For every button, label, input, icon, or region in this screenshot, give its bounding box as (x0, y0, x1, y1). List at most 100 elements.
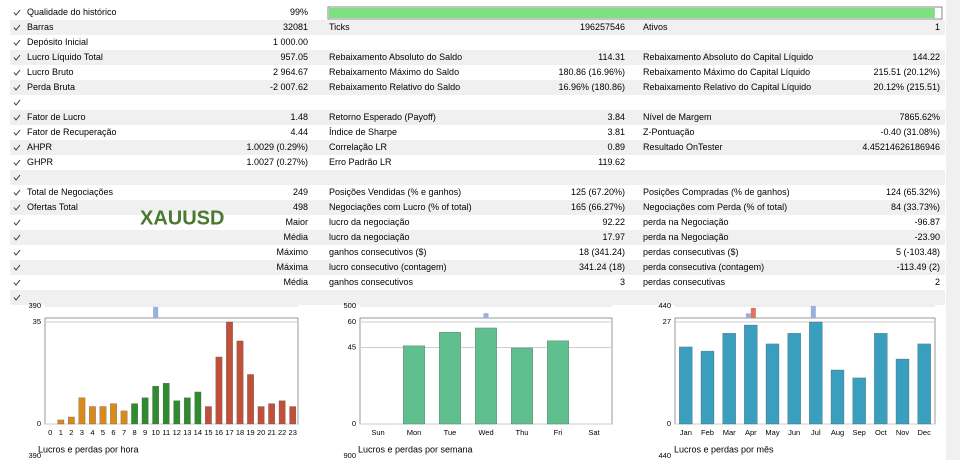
x-tick-label: Jul (811, 428, 821, 437)
field-label: Total de Negociações (27, 187, 114, 197)
row-background (10, 200, 945, 215)
bar (679, 346, 693, 425)
bar (120, 410, 128, 425)
field-value: Máximo (276, 247, 308, 257)
x-tick-label: 13 (183, 428, 191, 437)
x-tick-label: Sat (588, 428, 600, 437)
field-label: Posições Vendidas (% e ganhos) (329, 187, 461, 197)
check-icon (13, 54, 21, 61)
x-tick-label: 16 (215, 428, 223, 437)
top-bar (745, 313, 751, 318)
field-label: Resultado OnTester (643, 142, 723, 152)
field-label: Erro Padrão LR (329, 157, 392, 167)
row-background (10, 215, 945, 230)
bar (403, 345, 425, 425)
field-label: Z-Pontuação (643, 127, 695, 137)
field-label: Correlação LR (329, 142, 388, 152)
x-tick-label: 2 (69, 428, 73, 437)
bar (895, 358, 910, 425)
check-icon (13, 9, 21, 16)
top-bar (153, 306, 159, 318)
field-value: 1.0027 (0.27%) (246, 157, 308, 167)
x-tick-label: 4 (90, 428, 94, 437)
bar (194, 391, 202, 425)
field-value: 5 (-103.48) (896, 247, 940, 257)
x-tick-label: 8 (133, 428, 137, 437)
next-chart-label: 900 (343, 451, 356, 460)
bar (215, 356, 223, 425)
x-tick-label: 22 (278, 428, 286, 437)
field-value: -23.90 (914, 232, 940, 242)
x-tick-label: Feb (701, 428, 714, 437)
check-icon (13, 99, 21, 106)
next-chart-label: 440 (658, 451, 671, 460)
field-label: Retorno Esperado (Payoff) (329, 112, 436, 122)
y-tick-label: 0 (352, 419, 356, 428)
check-icon (13, 84, 21, 91)
field-label: Rebaixamento Absoluto do Saldo (329, 52, 462, 62)
x-tick-label: Wed (478, 428, 493, 437)
x-tick-label: May (765, 428, 779, 437)
field-value: 114.31 (598, 52, 625, 62)
field-value: 1 (935, 22, 940, 32)
bar (152, 385, 159, 425)
x-tick-label: 9 (143, 428, 147, 437)
bar (439, 332, 461, 425)
bar (278, 400, 286, 425)
x-tick-label: Mon (407, 428, 422, 437)
field-value: 498 (293, 202, 308, 212)
field-value: 0.89 (607, 142, 625, 152)
field-label: Fator de Lucro (27, 112, 86, 122)
row-background (10, 275, 945, 290)
x-tick-label: 12 (173, 428, 181, 437)
plot-frame (674, 317, 936, 425)
field-value: 2 964.67 (273, 67, 308, 77)
x-tick-label: 11 (162, 428, 170, 437)
check-icon (13, 234, 21, 241)
field-label: Índice de Sharpe (329, 127, 397, 137)
check-icon (13, 204, 21, 211)
field-value: 180.86 (16.96%) (558, 67, 625, 77)
bar (110, 403, 117, 425)
bar (744, 324, 758, 425)
field-label: ganhos consecutivos ($) (329, 247, 427, 257)
x-tick-label: 23 (289, 428, 297, 437)
x-tick-label: Apr (745, 428, 757, 437)
field-label: GHPR (27, 157, 54, 167)
x-tick-label: Nov (896, 428, 910, 437)
x-tick-label: Jun (788, 428, 800, 437)
field-value: 1.48 (290, 112, 308, 122)
field-value: 17.97 (602, 232, 625, 242)
x-tick-label: Fri (554, 428, 563, 437)
field-label: Depósito Inicial (27, 37, 88, 47)
top-tick-label: 500 (343, 301, 356, 310)
field-label: Rebaixamento Máximo do Saldo (329, 67, 459, 77)
bar (852, 377, 866, 425)
row-background (10, 290, 945, 305)
check-icon (13, 294, 21, 301)
field-value: 18 (341.24) (579, 247, 625, 257)
bar (141, 397, 149, 425)
x-tick-label: 19 (246, 428, 254, 437)
scrollbar (946, 0, 960, 460)
field-label: Ativos (643, 22, 668, 32)
check-icon (13, 39, 21, 46)
field-value: 341.24 (18) (579, 262, 625, 272)
x-tick-label: Jan (680, 428, 692, 437)
field-label: lucro da negociação (329, 217, 410, 227)
row-background (10, 20, 945, 35)
field-value: 119.62 (598, 157, 625, 167)
field-label: perdas consecutivas (643, 277, 726, 287)
row-background (10, 95, 945, 110)
field-label: lucro da negociação (329, 232, 410, 242)
top-bar (750, 307, 756, 318)
field-value: -0.40 (31.08%) (880, 127, 940, 137)
field-value: Média (283, 232, 308, 242)
field-label: Perda Bruta (27, 82, 75, 92)
field-value: 20.12% (215.51) (873, 82, 940, 92)
row-background (10, 245, 945, 260)
y-tick-label: 27 (663, 317, 671, 326)
field-value: 84 (33.73%) (891, 202, 940, 212)
chart-title: Lucros e perdas por hora (38, 444, 139, 454)
